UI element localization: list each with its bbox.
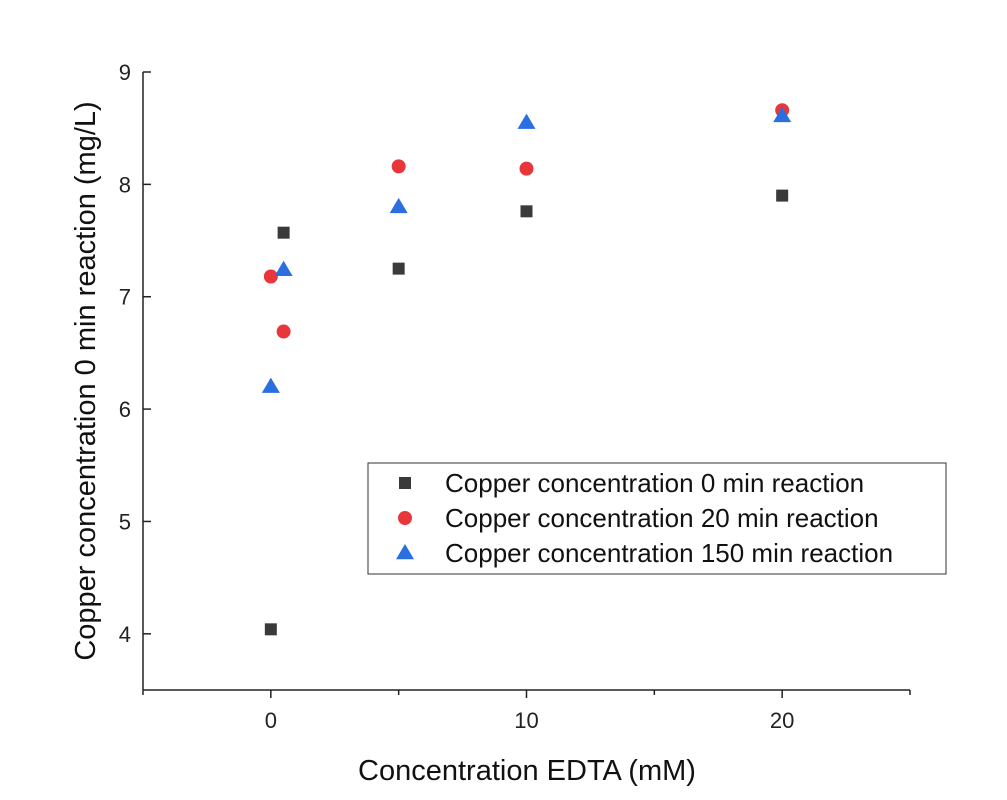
y-tick-label: 4: [119, 622, 131, 647]
x-axis-title: Concentration EDTA (mM): [358, 755, 696, 787]
y-tick-label: 7: [119, 285, 131, 310]
data-point-triangle: [517, 113, 536, 129]
data-point-circle: [391, 159, 406, 174]
y-tick-label: 5: [119, 509, 131, 534]
legend-marker-circle: [398, 511, 412, 525]
legend-label: Copper concentration 0 min reaction: [445, 468, 864, 498]
data-point-square: [520, 205, 533, 218]
data-point-circle: [276, 324, 291, 339]
legend: Copper concentration 0 min reaction Coppe…: [367, 462, 947, 575]
x-ticks: 0 10 20: [142, 690, 911, 733]
x-tick-label: 0: [265, 708, 277, 733]
legend-entries: Copper concentration 0 min reaction Coppe…: [396, 468, 893, 568]
legend-marker-triangle: [396, 544, 414, 560]
data-point-triangle: [261, 377, 280, 393]
data-point-circle: [263, 269, 278, 284]
y-ticks: 4 5 6 7 8 9: [119, 60, 151, 647]
data-point-triangle: [274, 260, 293, 277]
y-tick-label: 8: [119, 172, 131, 197]
data-point-triangle: [389, 197, 408, 214]
y-tick-label: 6: [119, 397, 131, 422]
y-tick-label: 9: [119, 60, 131, 85]
legend-label: Copper concentration 20 min reaction: [445, 503, 879, 533]
data-point-triangle: [773, 106, 792, 123]
x-tick-label: 20: [770, 708, 794, 733]
data-point-circle: [519, 161, 534, 176]
legend-marker-square: [399, 477, 411, 489]
y-axis-title: Copper concentration 0 min reaction (mg/…: [70, 101, 102, 660]
data-point-square: [264, 623, 277, 636]
legend-box: [367, 462, 947, 575]
data-point-square: [277, 226, 290, 239]
data-point-square: [392, 262, 405, 275]
data-points: [261, 103, 792, 636]
data-point-square: [776, 189, 789, 202]
x-tick-label: 10: [514, 708, 538, 733]
legend-label: Copper concentration 150 min reaction: [445, 538, 893, 568]
